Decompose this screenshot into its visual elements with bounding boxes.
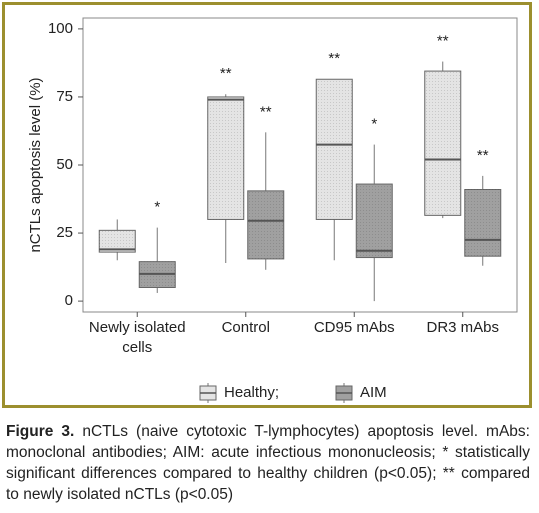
box-texture bbox=[247, 190, 284, 259]
significance-label: * bbox=[154, 199, 160, 216]
y-tick-label: 75 bbox=[56, 88, 73, 105]
significance-label: ** bbox=[328, 50, 340, 67]
box-texture bbox=[464, 189, 501, 257]
caption-text: nCTLs (naive cytotoxic T-lymphocytes) ap… bbox=[6, 423, 530, 503]
y-tick-label: 50 bbox=[56, 156, 73, 173]
caption: Figure 3. nCTLs (naive cytotoxic T-lymph… bbox=[6, 421, 530, 505]
box-texture bbox=[316, 79, 353, 220]
significance-label: * bbox=[371, 116, 377, 133]
significance-label: ** bbox=[437, 33, 449, 50]
box-texture bbox=[99, 230, 136, 253]
figure-frame bbox=[2, 2, 532, 408]
x-tick-label: DR3 mAbs bbox=[426, 319, 500, 336]
legend-label: AIM bbox=[360, 384, 387, 401]
y-axis-label: nCTLs apoptosis level (%) bbox=[27, 77, 44, 252]
box-texture bbox=[207, 96, 244, 220]
x-tick-label: CD95 mAbs bbox=[313, 319, 395, 336]
box-texture bbox=[424, 71, 461, 216]
legend-label: Healthy; bbox=[224, 384, 279, 401]
y-tick-label: 25 bbox=[56, 224, 73, 241]
y-tick-label: 0 bbox=[65, 292, 73, 309]
significance-label: ** bbox=[477, 147, 489, 164]
y-tick-label: 100 bbox=[48, 20, 73, 37]
x-tick-label: Newly isolated cells bbox=[88, 319, 186, 356]
significance-label: ** bbox=[260, 103, 272, 120]
significance-label: ** bbox=[220, 65, 232, 82]
caption-label: Figure 3. bbox=[6, 423, 75, 440]
x-tick-label: Control bbox=[221, 319, 270, 336]
box-texture bbox=[356, 184, 393, 258]
chart: nCTLs apoptosis level (%) 0255075100****… bbox=[27, 17, 518, 403]
